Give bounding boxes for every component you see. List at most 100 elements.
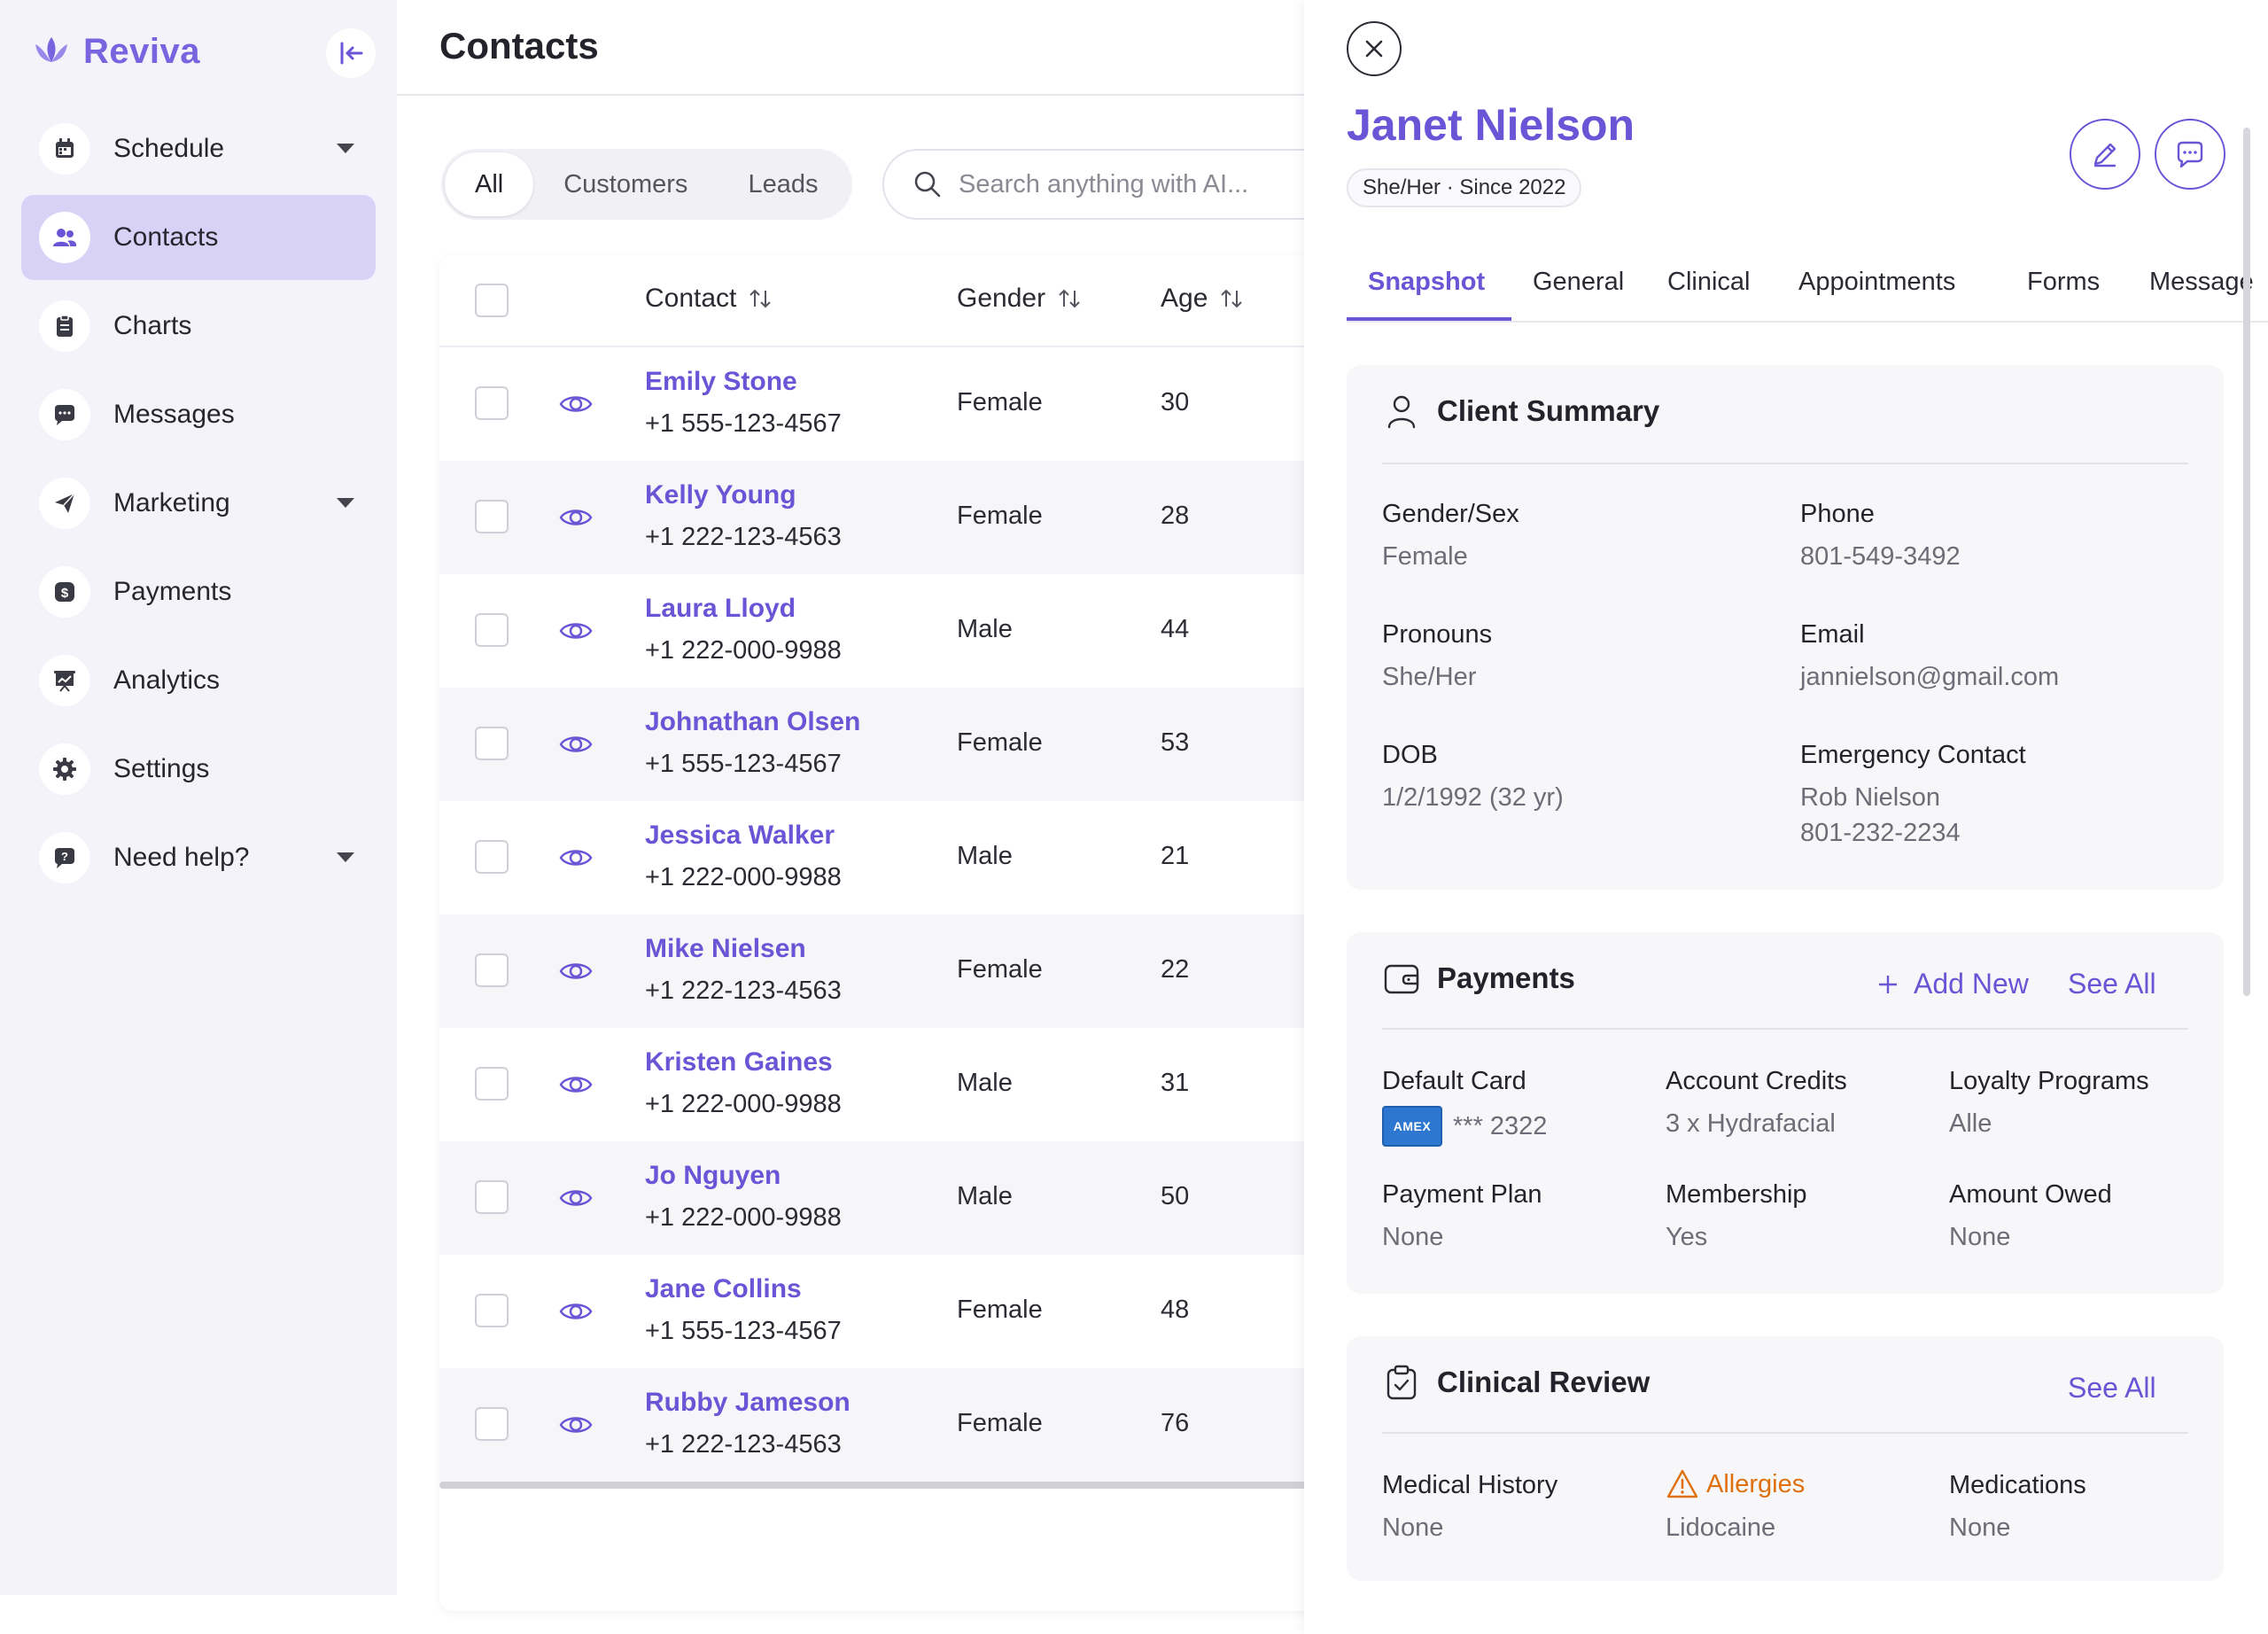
table-row[interactable]: Johnathan Olsen +1 555-123-4567 Female 5…	[439, 688, 1325, 801]
field-value: Alle	[1949, 1109, 1992, 1138]
eye-icon[interactable]	[558, 727, 594, 762]
table-row[interactable]: Jane Collins +1 555-123-4567 Female 48	[439, 1255, 1325, 1368]
table-row[interactable]: Kelly Young +1 222-123-4563 Female 28	[439, 461, 1325, 574]
field-value: Female	[1382, 542, 1468, 571]
sidebar-item-charts[interactable]: Charts	[21, 284, 376, 369]
tab-forms[interactable]: Forms	[2027, 268, 2101, 296]
contact-name-link[interactable]: Jane Collins	[645, 1274, 802, 1303]
eye-icon[interactable]	[558, 386, 594, 422]
sidebar-item-label: Marketing	[113, 488, 230, 517]
contact-age: 22	[1161, 955, 1190, 984]
default-card-value: AMEX *** 2322	[1382, 1106, 1547, 1147]
amex-card-icon: AMEX	[1382, 1106, 1442, 1147]
divider	[1382, 1028, 2188, 1030]
close-drawer-button[interactable]	[1347, 21, 1402, 76]
eye-icon[interactable]	[558, 613, 594, 649]
column-header-label: Age	[1161, 284, 1208, 313]
eye-icon[interactable]	[558, 953, 594, 989]
column-header-gender[interactable]: Gender	[957, 284, 1083, 314]
row-checkbox[interactable]	[475, 727, 509, 760]
table-row[interactable]: Emily Stone +1 555-123-4567 Female 30	[439, 347, 1325, 461]
row-checkbox[interactable]	[475, 1294, 509, 1327]
row-checkbox[interactable]	[475, 1407, 509, 1441]
table-row[interactable]: Kristen Gaines +1 222-000-9988 Male 31	[439, 1028, 1325, 1141]
column-header-age[interactable]: Age	[1161, 284, 1245, 314]
contact-name-link[interactable]: Laura Lloyd	[645, 594, 796, 623]
table-row[interactable]: Rubby Jameson +1 222-123-4563 Female 76	[439, 1368, 1325, 1482]
tab-appointments[interactable]: Appointments	[1798, 268, 1956, 296]
tab-general[interactable]: General	[1533, 268, 1625, 296]
eye-icon[interactable]	[558, 840, 594, 875]
row-checkbox[interactable]	[475, 840, 509, 874]
vertical-scrollbar[interactable]	[2243, 128, 2250, 996]
sidebar-item-marketing[interactable]: Marketing	[21, 461, 376, 546]
field-label: Payment Plan	[1382, 1180, 1542, 1209]
chevron-down-icon[interactable]	[337, 498, 354, 508]
contact-name-link[interactable]: Johnathan Olsen	[645, 707, 861, 736]
table-row[interactable]: Jo Nguyen +1 222-000-9988 Male 50	[439, 1141, 1325, 1255]
add-new-label: Add New	[1914, 968, 2029, 1000]
tab-clinical[interactable]: Clinical	[1667, 268, 1751, 296]
sort-icon[interactable]	[747, 285, 773, 312]
sidebar-item-settings[interactable]: Settings	[21, 727, 376, 812]
eye-icon[interactable]	[558, 1407, 594, 1443]
search-box[interactable]	[882, 149, 1343, 220]
sidebar-item-contacts[interactable]: Contacts	[21, 195, 376, 280]
row-checkbox[interactable]	[475, 613, 509, 647]
allergies-label: Allergies	[1666, 1467, 1805, 1501]
chevron-down-icon[interactable]	[337, 144, 354, 153]
row-checkbox[interactable]	[475, 386, 509, 420]
contacts-main: Contacts All Customers Leads Contact Gen…	[397, 0, 1343, 1634]
eye-icon[interactable]	[558, 1067, 594, 1102]
filter-tab-customers[interactable]: Customers	[563, 169, 688, 198]
tab-snapshot[interactable]: Snapshot	[1368, 268, 1486, 296]
message-client-button[interactable]	[2155, 119, 2225, 190]
tab-messages[interactable]: Message	[2149, 268, 2254, 296]
horizontal-scrollbar[interactable]	[439, 1482, 1325, 1489]
calendar-icon	[39, 123, 90, 175]
contact-age: 48	[1161, 1296, 1190, 1324]
contact-name-link[interactable]: Jo Nguyen	[645, 1161, 781, 1190]
contact-name-link[interactable]: Kristen Gaines	[645, 1047, 833, 1077]
sort-icon[interactable]	[1056, 285, 1083, 312]
sidebar-item-schedule[interactable]: Schedule	[21, 106, 376, 191]
sidebar-item-payments[interactable]: $ Payments	[21, 549, 376, 634]
contact-gender: Female	[957, 1409, 1043, 1437]
contact-name-link[interactable]: Emily Stone	[645, 367, 797, 396]
contact-phone: +1 222-123-4563	[645, 1430, 842, 1459]
brand[interactable]: Reviva	[30, 30, 200, 73]
collapse-sidebar-button[interactable]	[326, 28, 376, 78]
filter-tab-leads[interactable]: Leads	[748, 169, 819, 198]
select-all-checkbox[interactable]	[475, 284, 509, 317]
table-row[interactable]: Jessica Walker +1 222-000-9988 Male 21	[439, 801, 1325, 914]
payments-see-all-link[interactable]: See All	[2068, 968, 2156, 1000]
row-checkbox[interactable]	[475, 1067, 509, 1101]
sort-icon[interactable]	[1218, 285, 1245, 312]
sidebar-item-messages[interactable]: Messages	[21, 372, 376, 457]
row-checkbox[interactable]	[475, 953, 509, 987]
field-value[interactable]: jannielson@gmail.com	[1800, 663, 2060, 691]
sidebar-item-analytics[interactable]: Analytics	[21, 638, 376, 723]
row-checkbox[interactable]	[475, 500, 509, 533]
table-row[interactable]: Laura Lloyd +1 222-000-9988 Male 44	[439, 574, 1325, 688]
eye-icon[interactable]	[558, 1180, 594, 1216]
contact-name-link[interactable]: Kelly Young	[645, 480, 796, 510]
sidebar-item-help[interactable]: ? Need help?	[21, 815, 376, 900]
filter-tab-all[interactable]: All	[445, 152, 534, 216]
row-checkbox[interactable]	[475, 1180, 509, 1214]
field-value[interactable]: 801-232-2234	[1800, 819, 1961, 847]
chevron-down-icon[interactable]	[337, 852, 354, 862]
column-header-contact[interactable]: Contact	[645, 284, 773, 314]
contact-name-link[interactable]: Jessica Walker	[645, 821, 835, 850]
add-payment-button[interactable]: Add New	[1875, 968, 2029, 1000]
eye-icon[interactable]	[558, 500, 594, 535]
eye-icon[interactable]	[558, 1294, 594, 1329]
contact-name-link[interactable]: Mike Nielsen	[645, 934, 806, 963]
clinical-see-all-link[interactable]: See All	[2068, 1372, 2156, 1404]
field-value[interactable]: 801-549-3492	[1800, 542, 1961, 571]
search-input[interactable]	[959, 169, 1331, 199]
edit-client-button[interactable]	[2070, 119, 2140, 190]
contact-name-link[interactable]: Rubby Jameson	[645, 1388, 850, 1417]
table-row[interactable]: Mike Nielsen +1 222-123-4563 Female 22	[439, 914, 1325, 1028]
contact-gender: Female	[957, 502, 1043, 530]
